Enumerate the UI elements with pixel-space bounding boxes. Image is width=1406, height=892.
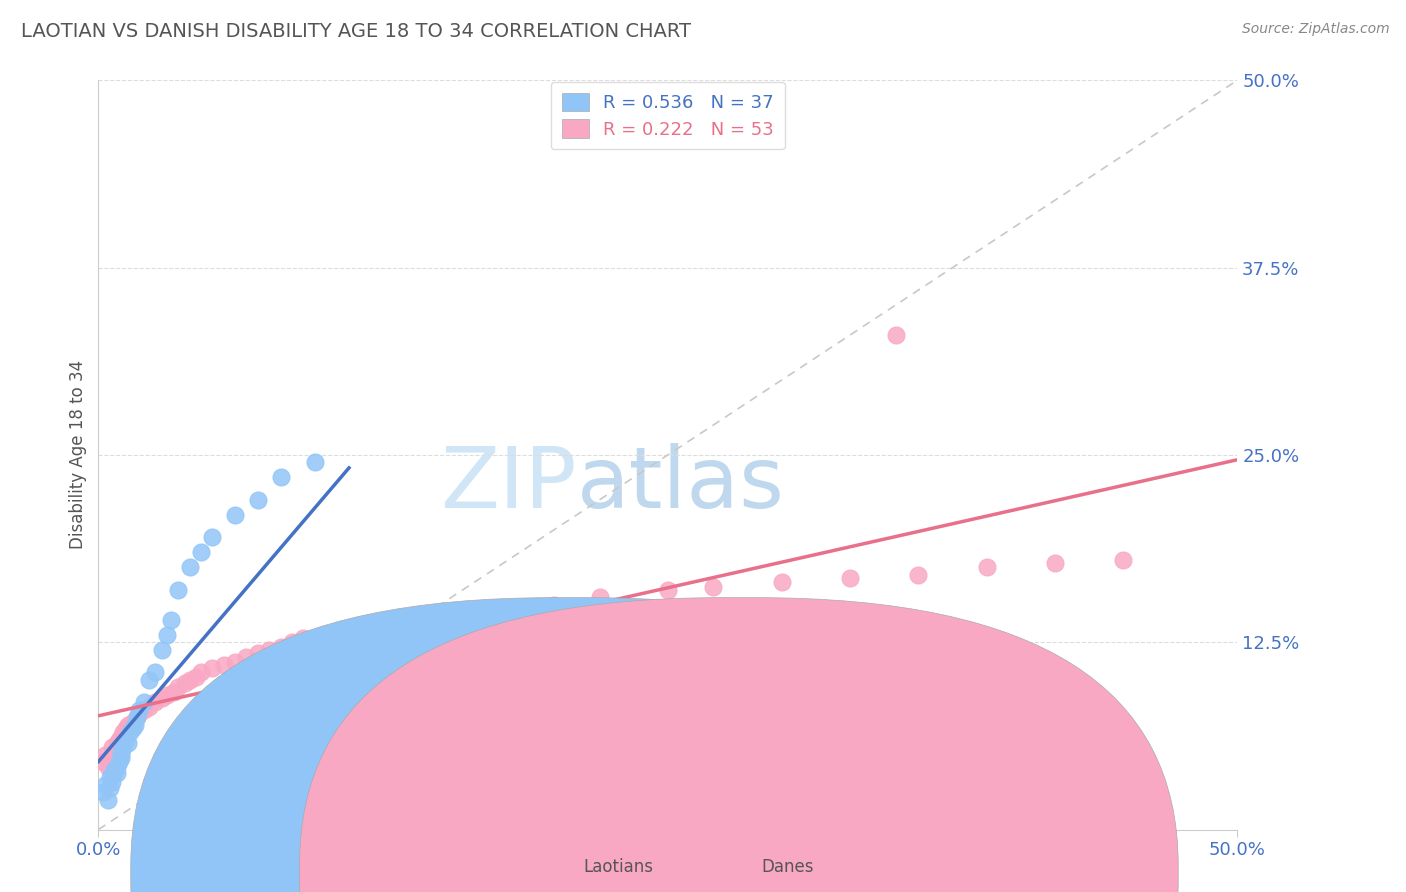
Point [128,706,150,720]
Point [543,598,565,612]
Point [174,675,197,690]
Point [498,600,520,615]
Point [360,620,382,634]
Text: Source: ZipAtlas.com: Source: ZipAtlas.com [1241,22,1389,37]
Point [235,650,257,665]
Point [94,778,117,792]
Point [212,657,235,672]
Point [224,508,246,522]
Point [406,609,429,624]
Point [117,736,139,750]
Point [120,725,142,739]
Point [201,661,224,675]
Point [108,732,131,747]
Point [132,695,155,709]
Point [281,635,304,649]
Point [156,688,179,702]
Point [588,591,610,605]
Point [884,328,907,343]
Point [160,613,183,627]
Point [190,665,212,680]
Point [98,770,121,784]
Point [127,710,149,724]
Point [1112,553,1135,567]
Point [337,800,360,814]
Point [702,580,724,594]
Point [270,470,292,484]
Point [190,545,212,559]
Point [246,646,269,660]
Point [976,560,998,574]
Point [138,673,160,687]
Point [94,747,117,762]
Point [112,725,135,739]
Point [1043,556,1066,570]
Point [657,582,679,597]
Point [110,747,132,762]
Point [150,642,173,657]
Point [114,721,136,735]
Point [304,455,326,469]
Point [770,575,793,590]
Point [132,703,155,717]
Point [91,785,114,799]
Point [292,631,315,645]
Point [96,759,118,773]
Point [179,673,201,687]
Point [451,605,474,619]
Point [96,792,118,806]
Point [150,690,173,705]
Point [337,624,360,639]
Point [162,684,184,698]
Legend: R = 0.536   N = 37, R = 0.222   N = 53: R = 0.536 N = 37, R = 0.222 N = 53 [551,82,785,149]
Point [839,571,862,585]
Text: Danes: Danes [761,858,814,876]
Text: atlas: atlas [576,443,785,526]
Point [98,780,121,795]
Point [105,736,128,750]
Point [128,703,150,717]
Point [117,717,139,731]
Text: Laotians: Laotians [583,858,654,876]
Point [907,567,929,582]
Point [103,745,125,759]
Point [121,721,143,735]
Point [315,628,337,642]
Y-axis label: Disability Age 18 to 34: Disability Age 18 to 34 [69,360,87,549]
Point [156,628,179,642]
Point [114,732,136,747]
Text: ZIP: ZIP [440,443,576,526]
Point [138,699,160,714]
Point [145,665,167,680]
Point [110,745,132,759]
Point [105,765,128,780]
Point [145,695,167,709]
Point [167,582,190,597]
Point [112,740,135,755]
Point [167,680,190,694]
Point [110,750,132,764]
Point [124,717,146,731]
Point [101,740,124,755]
Point [179,560,201,574]
Point [98,750,121,764]
Point [270,640,292,654]
Point [103,765,125,780]
Point [108,755,131,769]
Point [91,755,114,769]
Point [127,710,149,724]
Point [224,655,246,669]
Point [259,642,281,657]
Text: LAOTIAN VS DANISH DISABILITY AGE 18 TO 34 CORRELATION CHART: LAOTIAN VS DANISH DISABILITY AGE 18 TO 3… [21,22,692,41]
Point [384,613,406,627]
Point [101,774,124,789]
Point [186,670,208,684]
Point [201,530,224,544]
Point [105,759,128,773]
Point [121,714,143,729]
Point [103,763,125,777]
Point [110,730,132,744]
Point [246,492,269,507]
